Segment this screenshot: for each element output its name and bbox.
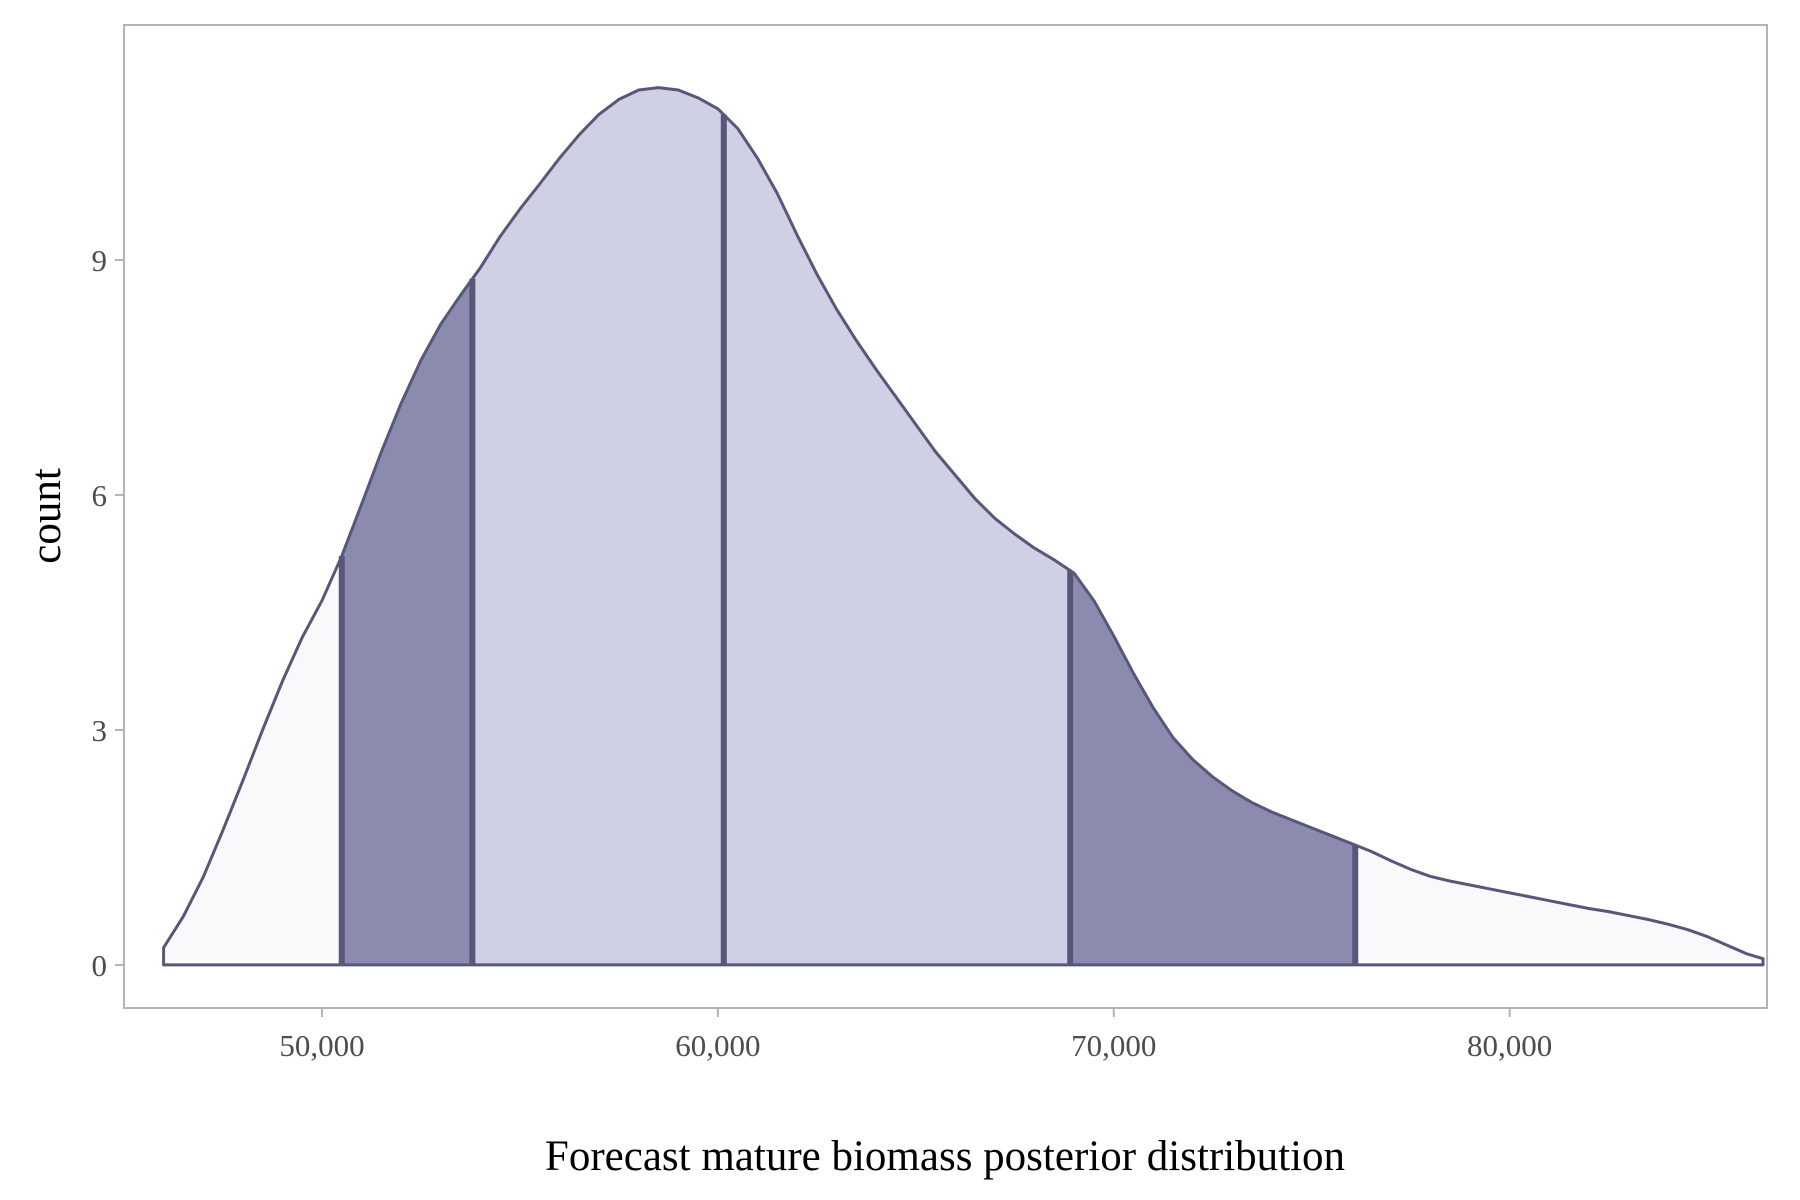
y-axis-title: count	[23, 468, 70, 564]
x-tick-label: 70,000	[1071, 1028, 1156, 1063]
quantile-lines	[338, 114, 1359, 965]
y-axis: 0 3 6 9	[92, 243, 124, 983]
band-3	[723, 114, 1071, 965]
y-tick-label: 0	[92, 948, 108, 983]
band-2	[472, 87, 724, 965]
shaded-bands	[163, 87, 1764, 965]
band-5	[1355, 845, 1764, 965]
band-4	[1070, 570, 1356, 965]
x-axis: 50,000 60,000 70,000 80,000	[279, 1008, 1552, 1063]
density-outline	[162, 86, 1765, 967]
y-tick-label: 9	[92, 243, 108, 278]
y-tick-label: 3	[92, 713, 108, 748]
x-axis-title: Forecast mature biomass posterior distri…	[545, 1133, 1345, 1180]
x-tick-label: 80,000	[1467, 1028, 1552, 1063]
band-0	[163, 556, 342, 965]
band-1	[341, 278, 473, 965]
x-tick-label: 60,000	[675, 1028, 760, 1063]
x-tick-label: 50,000	[279, 1028, 364, 1063]
y-tick-label: 6	[92, 478, 108, 513]
